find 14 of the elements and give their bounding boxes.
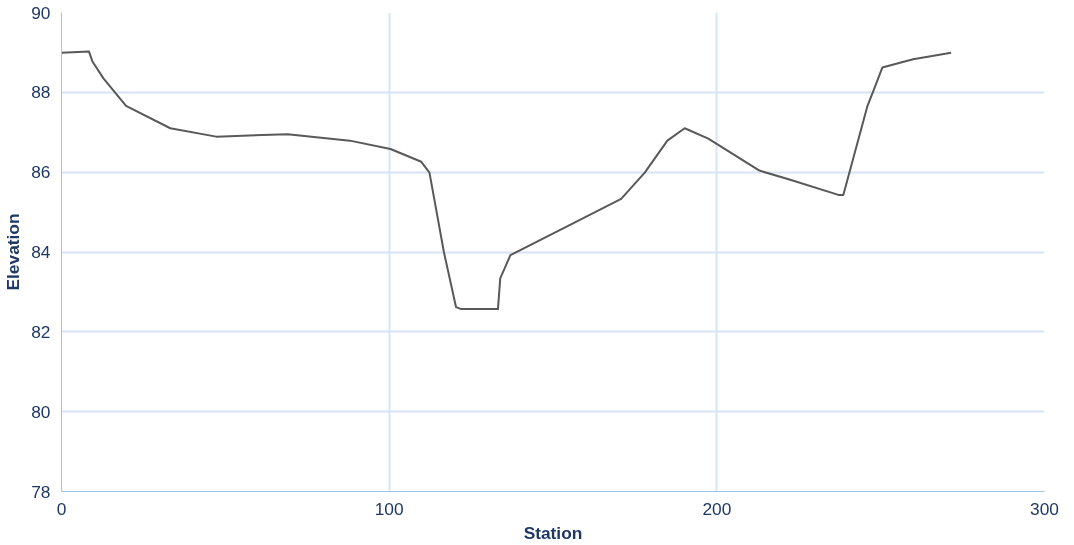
x-tick-label: 300 <box>1030 498 1059 519</box>
y-tick-label: 88 <box>31 82 51 103</box>
y-tick-label: 80 <box>31 401 51 422</box>
y-tick-label: 78 <box>31 481 51 502</box>
y-tick-label: 82 <box>31 321 51 342</box>
line-series <box>61 50 953 311</box>
x-axis-title: Station <box>523 522 583 543</box>
y-axis-title: Elevation <box>3 213 24 291</box>
x-tick-label: 0 <box>56 498 67 519</box>
x-tick-label: 200 <box>702 498 732 519</box>
y-tick-label: 90 <box>31 2 51 23</box>
x-tick-label: 100 <box>374 498 404 519</box>
y-tick-label: 84 <box>31 242 51 262</box>
y-tick-label: 86 <box>31 162 51 183</box>
